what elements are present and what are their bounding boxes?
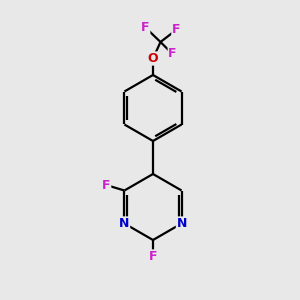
Text: F: F — [102, 178, 111, 192]
Text: F: F — [149, 250, 157, 263]
Text: F: F — [172, 23, 180, 37]
Text: N: N — [176, 217, 187, 230]
Text: N: N — [119, 217, 130, 230]
Text: F: F — [168, 47, 177, 61]
Text: O: O — [148, 52, 158, 65]
Text: F: F — [141, 21, 150, 34]
